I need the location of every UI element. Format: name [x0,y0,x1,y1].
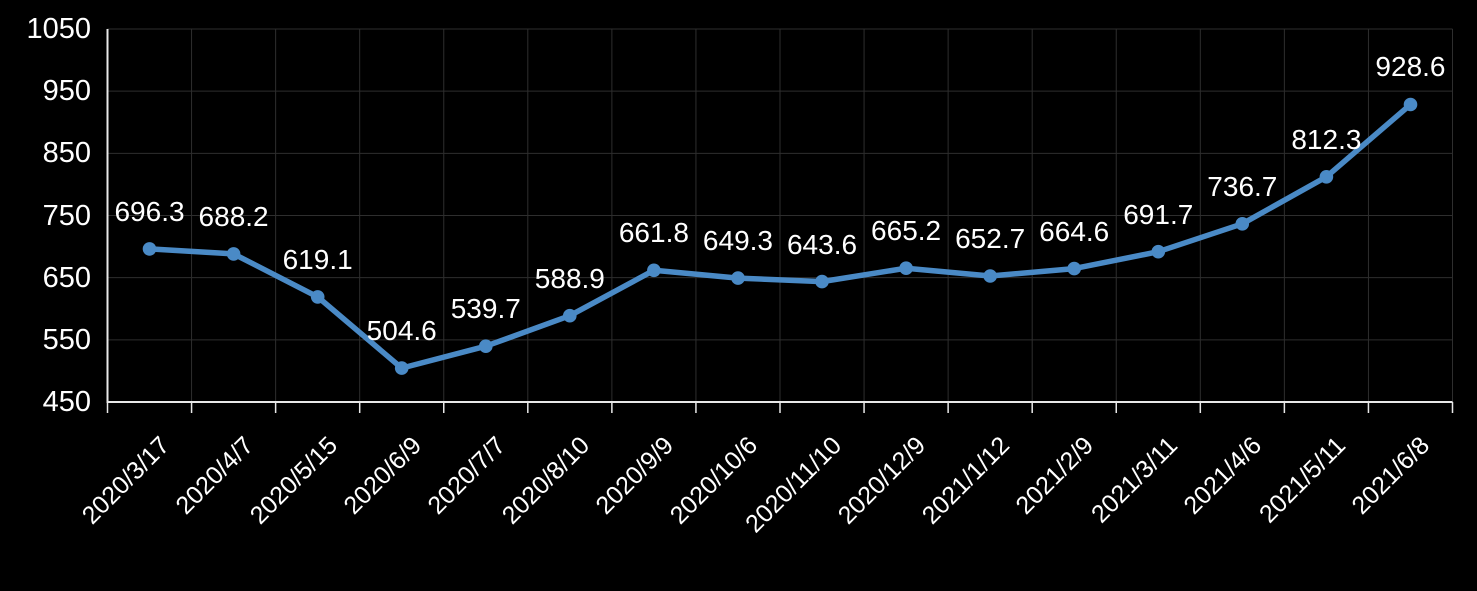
data-point-marker [731,271,745,285]
y-tick-label: 650 [42,261,91,294]
data-label: 736.7 [1207,170,1278,202]
data-label: 643.6 [786,228,858,260]
data-label: 649.3 [702,225,773,257]
data-label: 688.2 [198,200,269,232]
data-label: 696.3 [114,195,185,227]
data-point-marker [1235,217,1250,231]
data-point-marker [563,308,577,323]
data-label: 539.7 [450,293,521,325]
y-tick-label: 1050 [26,13,91,45]
data-point-marker [983,269,997,283]
data-point-marker [226,247,241,261]
y-tick-label: 450 [42,386,91,418]
data-label: 652.7 [955,222,1026,254]
data-point-marker [647,263,661,278]
data-label: 691.7 [1123,198,1194,230]
y-tick-label: 550 [42,323,91,356]
data-label: 661.8 [618,217,689,249]
data-label: 812.3 [1291,123,1362,155]
data-label: 619.1 [282,243,353,275]
data-point-marker [479,339,493,354]
data-line [146,101,1414,371]
data-point-marker [899,261,913,276]
data-label: 588.9 [534,262,605,294]
data-point-marker [815,274,829,289]
data-point-marker [1151,244,1166,259]
data-point-marker [1319,170,1334,184]
data-label: 664.6 [1039,215,1110,247]
y-tick-label: 850 [42,137,91,170]
data-label: 665.2 [871,215,942,247]
data-point-marker [394,361,409,375]
data-point-marker [1067,261,1081,276]
data-label: 504.6 [366,315,437,347]
y-tick-label: 950 [42,75,91,108]
data-point-marker [310,290,325,304]
data-label: 928.6 [1375,51,1446,83]
data-point-marker [1403,97,1418,112]
y-tick-label: 750 [42,199,91,232]
data-point-marker [142,242,157,256]
